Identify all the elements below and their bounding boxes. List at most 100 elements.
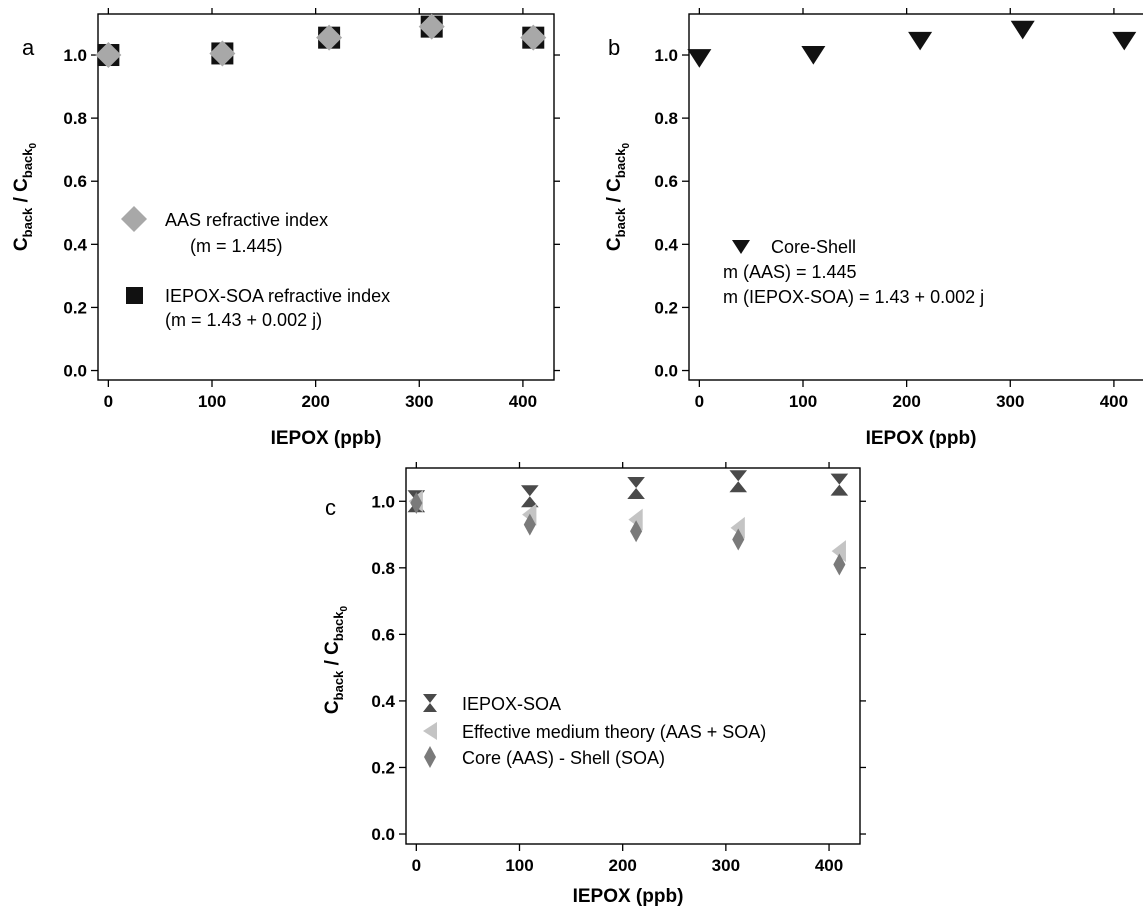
panel-label-b: b: [608, 35, 620, 60]
legend-marker-thin-diamond: [424, 746, 436, 768]
data-point-core-shell: [1010, 20, 1035, 40]
legend-label: Core-Shell: [771, 237, 856, 257]
data-points-c: [407, 470, 849, 576]
data-point-iepox-soa: [521, 485, 539, 508]
y-ticks-a: [91, 54, 560, 372]
data-point-effective-medium-theory-aas-soa: [730, 516, 745, 539]
y-tick-label: 0.4: [654, 235, 678, 254]
data-point-aas-refractive-index: [95, 42, 122, 69]
legend-label: AAS refractive index: [165, 210, 328, 230]
data-points-a: [95, 13, 547, 69]
data-point-effective-medium-theory-aas-soa: [628, 508, 643, 531]
y-tick-label: 0.8: [654, 109, 678, 128]
legend-label: (m = 1.43 + 0.002 j): [165, 310, 322, 330]
panel-label-c: c: [325, 495, 336, 520]
legend-label: (m = 1.445): [190, 236, 283, 256]
x-tick-label: 200: [892, 392, 920, 411]
legend-a: AAS refractive index (m = 1.445) IEPOX-S…: [121, 206, 390, 330]
x-ticks-b: [698, 8, 1115, 387]
x-tick-label: 100: [505, 856, 533, 875]
y-tick-label: 0.0: [654, 362, 678, 381]
x-tick-labels-c: 0 100 200 300 400: [412, 856, 844, 875]
y-tick-label: 0.6: [371, 625, 395, 644]
x-tick-label: 400: [1100, 392, 1128, 411]
data-point-iepox-soa: [627, 476, 645, 499]
y-tick-label: 0.4: [371, 692, 395, 711]
x-axis-title-b: IEPOX (ppb): [866, 428, 977, 449]
x-tick-label: 200: [301, 392, 329, 411]
data-point-aas-refractive-index: [316, 24, 343, 51]
data-point-core-shell: [687, 49, 712, 68]
y-tick-label: 0.2: [371, 758, 395, 777]
x-tick-label: 100: [198, 392, 226, 411]
data-points-b: [687, 20, 1137, 68]
data-point-iepox-soa: [729, 470, 748, 493]
y-axis-title-c: Cback / Cback0: [322, 605, 350, 714]
y-tick-label: 0.4: [63, 235, 87, 254]
y-tick-label: 1.0: [63, 46, 87, 65]
plot-frame-a: [97, 13, 555, 381]
legend-marker-diamond: [121, 206, 147, 232]
legend-marker-square: [126, 287, 143, 304]
data-point-core-shell: [1112, 31, 1137, 51]
y-axis-title-a: Cback / Cback0: [11, 142, 39, 251]
panel-label-a: a: [22, 35, 35, 60]
plot-frame-c: [405, 467, 861, 845]
legend-label: IEPOX-SOA refractive index: [165, 286, 390, 306]
y-ticks-b: [682, 54, 689, 372]
data-point-aas-refractive-index: [209, 40, 236, 67]
y-tick-label: 0.2: [654, 298, 678, 317]
x-tick-label: 300: [996, 392, 1024, 411]
panel-a: a 0 100 200 300 400 0.0 0.2 0.4 0.6 0.8 …: [11, 8, 560, 449]
y-tick-label: 1.0: [654, 46, 678, 65]
x-tick-labels-b: 0 100 200 300 400: [695, 392, 1128, 411]
x-tick-label: 0: [695, 392, 704, 411]
legend-c: IEPOX-SOA Effective medium theory (AAS +…: [423, 694, 766, 768]
x-tick-label: 400: [509, 392, 537, 411]
data-point-core-shell: [908, 31, 933, 51]
y-tick-labels-c: 0.0 0.2 0.4 0.6 0.8 1.0: [371, 492, 395, 844]
x-tick-label: 300: [405, 392, 433, 411]
data-point-iepox-soa: [830, 473, 849, 496]
data-point-core-aas-shell-soa: [523, 513, 536, 536]
x-ticks-a: [107, 8, 524, 387]
y-tick-labels-b: 0.0 0.2 0.4 0.6 0.8 1.0: [654, 46, 678, 381]
x-tick-label: 300: [712, 856, 740, 875]
legend-label: IEPOX-SOA: [462, 694, 561, 714]
x-tick-labels-a: 0 100 200 300 400: [104, 392, 537, 411]
y-tick-label: 0.6: [654, 172, 678, 191]
x-axis-title-c: IEPOX (ppb): [573, 886, 684, 907]
x-tick-label: 200: [608, 856, 636, 875]
y-tick-label: 1.0: [371, 492, 395, 511]
x-tick-label: 100: [789, 392, 817, 411]
data-point-core-aas-shell-soa: [732, 528, 745, 551]
y-tick-label: 0.0: [371, 825, 395, 844]
data-point-core-shell: [801, 46, 826, 65]
x-axis-title-a: IEPOX (ppb): [271, 428, 382, 449]
legend-label: m (IEPOX-SOA) = 1.43 + 0.002 j: [723, 287, 984, 307]
legend-label: Effective medium theory (AAS + SOA): [462, 722, 766, 742]
data-point-core-aas-shell-soa: [410, 491, 423, 514]
y-tick-labels-a: 0.0 0.2 0.4 0.6 0.8 1.0: [63, 46, 87, 381]
panel-b: b 0 100 200 300 400 0.0 0.2 0.4 0.6 0.8 …: [604, 8, 1143, 449]
legend-label: Core (AAS) - Shell (SOA): [462, 748, 665, 768]
panel-c: c 0 100 200 300 400 0.0 0.2 0.4 0.6 0.8 …: [322, 462, 866, 907]
legend-b: Core-Shell m (AAS) = 1.445 m (IEPOX-SOA)…: [723, 237, 984, 307]
legend-marker-triangle-down: [732, 240, 750, 254]
y-tick-label: 0.6: [63, 172, 87, 191]
data-point-effective-medium-theory-aas-soa: [831, 540, 846, 563]
x-tick-label: 0: [412, 856, 421, 875]
y-tick-label: 0.8: [371, 559, 395, 578]
x-tick-label: 0: [104, 392, 113, 411]
plot-frame-b: [688, 13, 1143, 381]
y-ticks-c: [399, 500, 866, 835]
x-ticks-c: [415, 462, 830, 851]
y-tick-label: 0.2: [63, 298, 87, 317]
data-point-aas-refractive-index: [418, 13, 445, 40]
legend-label: m (AAS) = 1.445: [723, 262, 857, 282]
data-point-core-aas-shell-soa: [630, 520, 643, 543]
legend-marker-triangle-left: [423, 722, 437, 740]
y-tick-label: 0.0: [63, 362, 87, 381]
x-tick-label: 400: [815, 856, 843, 875]
